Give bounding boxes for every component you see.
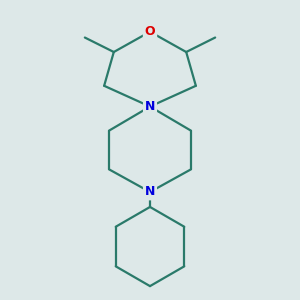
- Text: O: O: [145, 25, 155, 38]
- Text: N: N: [145, 100, 155, 113]
- Text: N: N: [145, 185, 155, 199]
